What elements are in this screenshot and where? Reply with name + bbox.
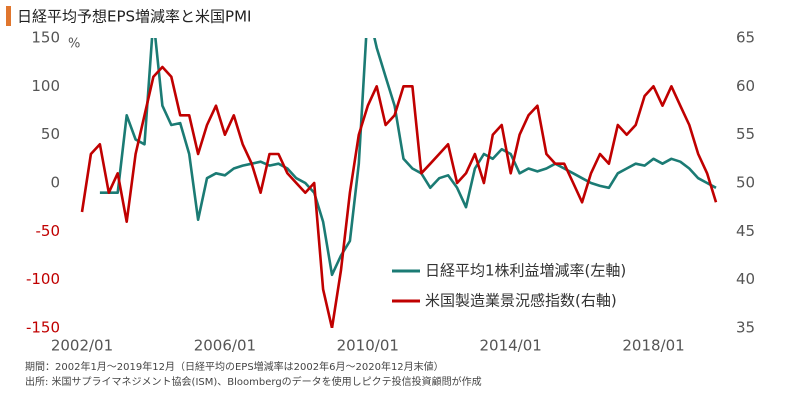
x-tick-label: 2014/01 (479, 337, 541, 355)
y-tick-label: -150 (26, 319, 60, 337)
y2-tick-label: 40 (736, 270, 755, 288)
note: 出所: 米国サプライマネジメント協会(ISM)、Bloombergのデータを使用… (25, 375, 482, 388)
y-tick-label: 0 (50, 174, 60, 192)
y-tick-label: 150 (31, 29, 60, 47)
series-line (99, 38, 717, 277)
y-tick-label: 100 (31, 77, 60, 95)
y2-tick-label: 60 (736, 77, 755, 95)
note: 期間：2002年1月～2019年12月（日経平均のEPS増減率は2002年6月～… (25, 360, 444, 373)
x-tick-label: 2010/01 (337, 337, 399, 355)
series-line (80, 65, 718, 328)
y-unit: % (68, 37, 80, 52)
chart-title: 日経平均予想EPS増減率と米国PMI (17, 8, 251, 26)
title-marker (6, 6, 11, 26)
x-tick-label: 2002/01 (51, 337, 113, 355)
y-tick-label: -50 (36, 222, 61, 240)
y-tick-label: 50 (41, 125, 60, 143)
legend-label: 日経平均1株利益増減率(左軸) (425, 262, 626, 280)
x-tick-label: 2006/01 (194, 337, 256, 355)
y2-tick-label: 55 (736, 125, 755, 143)
y2-tick-label: 65 (736, 29, 755, 47)
y-tick-label: -100 (26, 270, 60, 288)
y2-tick-label: 45 (736, 222, 755, 240)
legend-label: 米国製造業景況感指数(右軸) (425, 292, 617, 310)
plot-area (80, 38, 718, 328)
y2-tick-label: 35 (736, 319, 755, 337)
y2-tick-label: 50 (736, 174, 755, 192)
x-tick-label: 2018/01 (622, 337, 684, 355)
